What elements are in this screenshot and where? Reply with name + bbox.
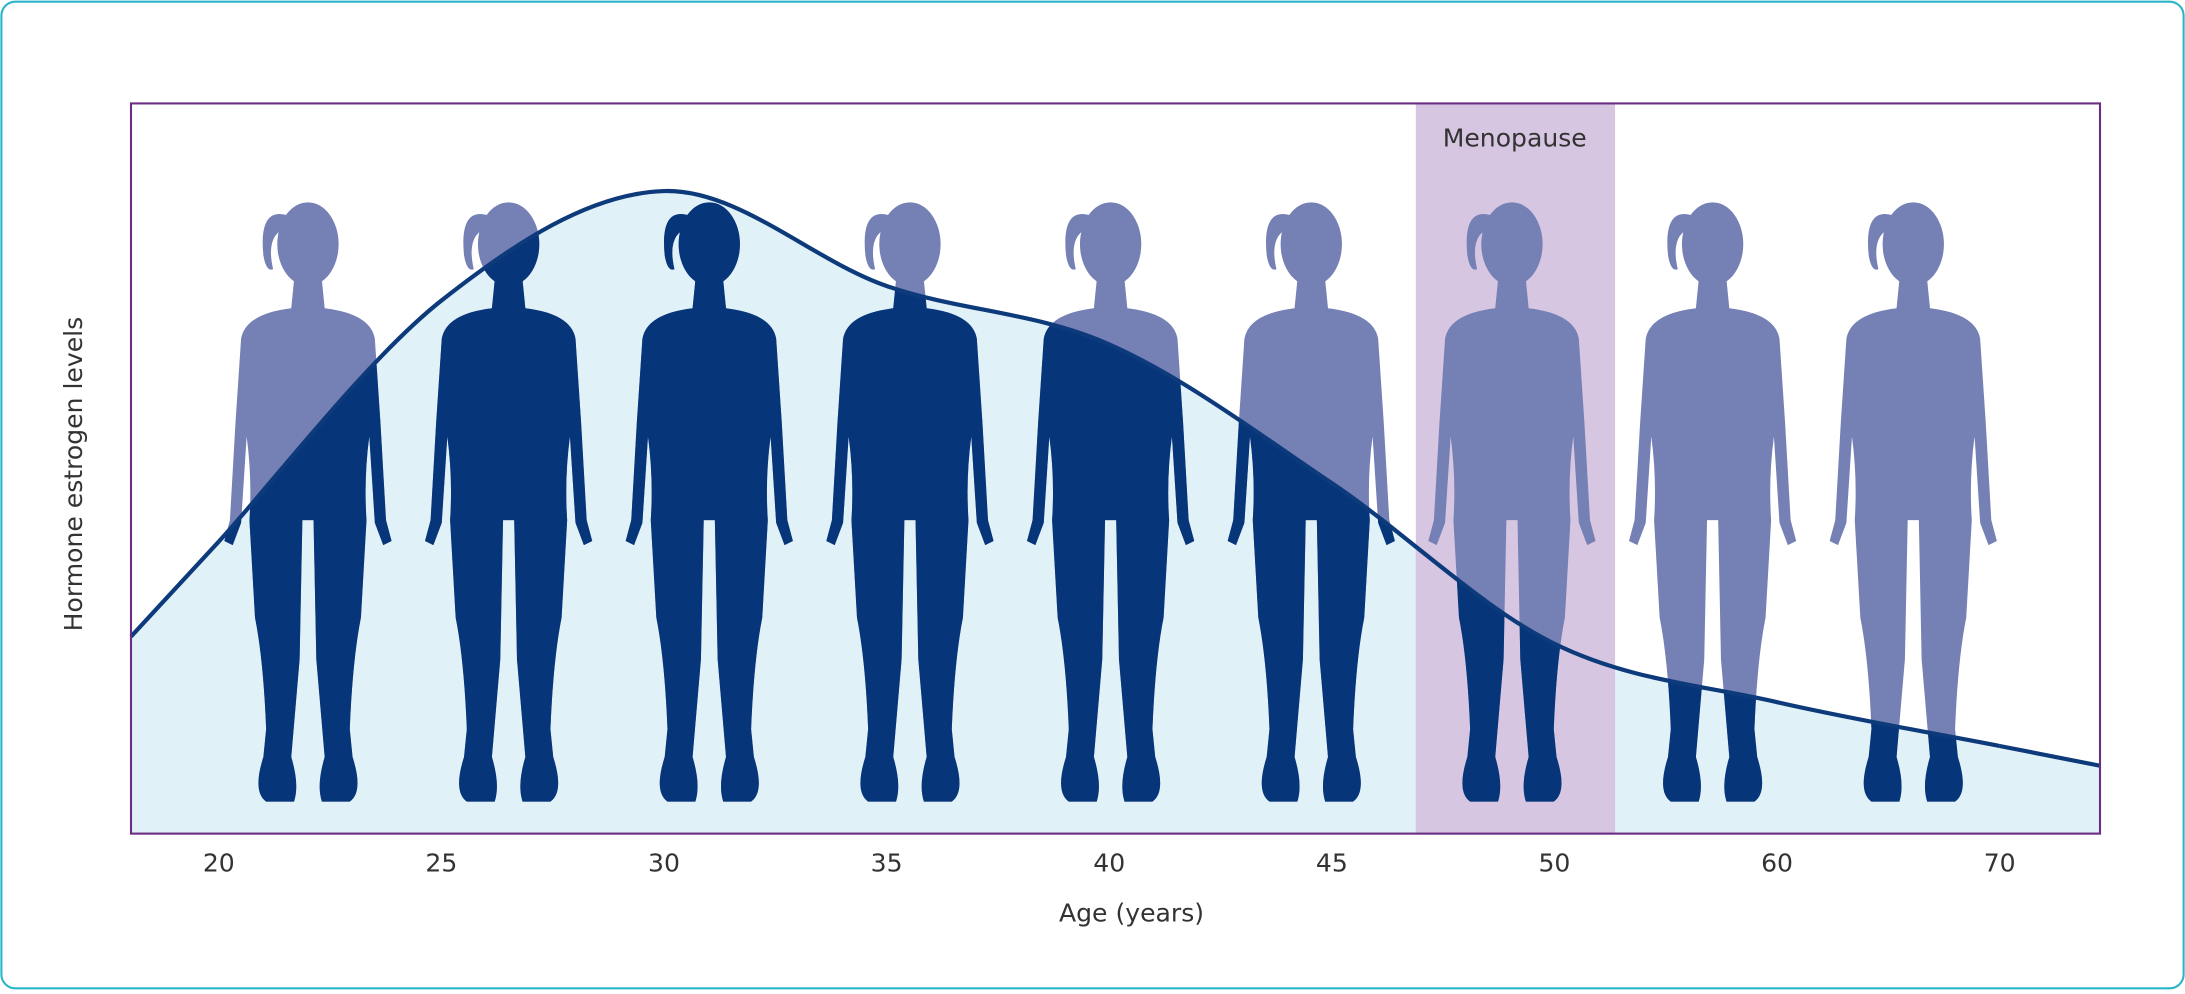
curve-extension: [1999, 743, 2101, 768]
x-tick-label: 35: [871, 848, 903, 877]
x-tick-label: 40: [1093, 848, 1125, 877]
x-tick-label: 50: [1538, 848, 1570, 877]
x-tick-label: 45: [1316, 848, 1348, 877]
x-tick-label: 70: [1984, 848, 2016, 877]
x-tick-label: 60: [1761, 848, 1793, 877]
x-tick-label: 30: [648, 848, 680, 877]
annotation: Menopause: [1443, 124, 1587, 153]
y-axis-label: Hormone estrogen levels: [59, 317, 88, 631]
plot: 20 25 30 35 40 45 50 60 70: [129, 102, 2102, 877]
x-tick-label: 20: [203, 848, 235, 877]
x-axis-label: Age (years): [1059, 898, 1204, 927]
plot-frame: [129, 102, 2102, 835]
curve-extension: [129, 540, 221, 638]
curve: [217, 188, 2001, 749]
x-tick-label: 25: [425, 848, 457, 877]
